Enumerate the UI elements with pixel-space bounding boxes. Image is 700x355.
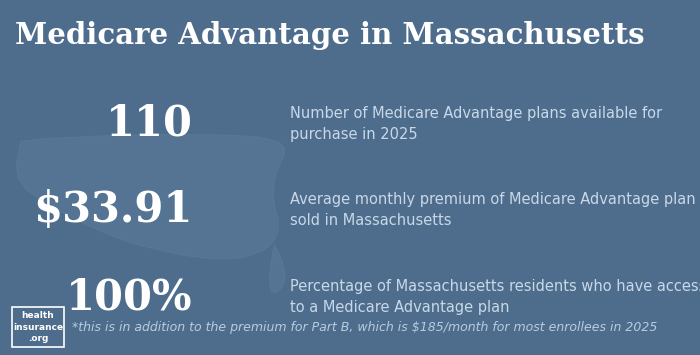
Polygon shape: [17, 135, 284, 259]
Text: Number of Medicare Advantage plans available for
purchase in 2025: Number of Medicare Advantage plans avail…: [290, 105, 663, 142]
Polygon shape: [270, 245, 285, 293]
Text: Average monthly premium of Medicare Advantage plan
sold in Massachusetts: Average monthly premium of Medicare Adva…: [290, 192, 696, 228]
Text: health
insurance
.org: health insurance .org: [13, 311, 63, 343]
Text: $33.91: $33.91: [33, 189, 193, 231]
Text: 110: 110: [106, 103, 193, 144]
Text: Medicare Advantage in Massachusetts: Medicare Advantage in Massachusetts: [15, 21, 645, 50]
Text: *this is in addition to the premium for Part B, which is $185/month for most enr: *this is in addition to the premium for …: [72, 321, 657, 333]
Text: 100%: 100%: [66, 276, 192, 318]
Text: Percentage of Massachusetts residents who have access
to a Medicare Advantage pl: Percentage of Massachusetts residents wh…: [290, 279, 700, 315]
